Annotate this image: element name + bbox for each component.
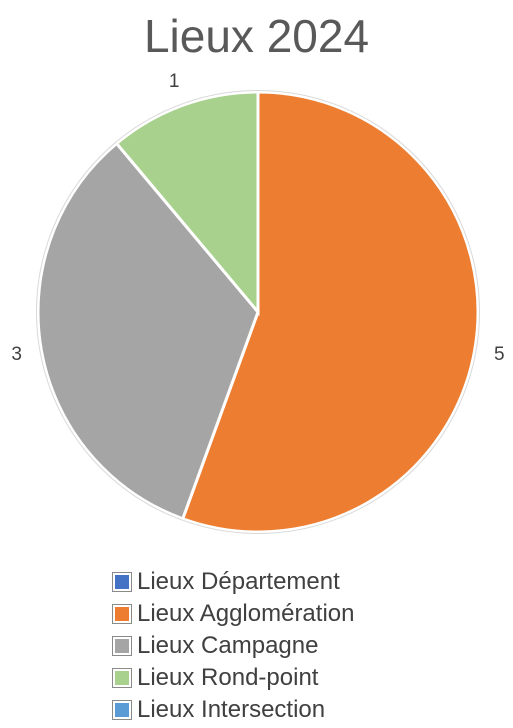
legend-item-lieux-intersection: Lieux Intersection xyxy=(112,694,443,726)
pie-slice-lieux-campagne xyxy=(36,141,260,521)
legend-swatch xyxy=(112,572,132,592)
legend-item-lieux-agglomeration: Lieux Agglomération xyxy=(112,598,443,630)
pie-outline xyxy=(36,90,480,534)
data-label-lieux-agglomeration: 5 xyxy=(493,343,505,365)
legend-swatch xyxy=(112,636,132,656)
legend-label: Lieux Campagne xyxy=(137,632,319,659)
legend-swatch xyxy=(112,668,132,688)
chart-legend: Lieux Département Lieux Agglomération Lieu… xyxy=(112,566,443,726)
data-label-lieux-rond-point: 1 xyxy=(168,70,180,92)
legend-swatch xyxy=(112,700,132,720)
legend-swatch xyxy=(112,604,132,624)
legend-label: Lieux Département xyxy=(137,568,340,595)
pie-slice-lieux-rond-point xyxy=(114,90,260,317)
legend-label: Lieux Intersection xyxy=(137,696,326,723)
pie-slice-lieux-agglomeration xyxy=(180,90,480,534)
legend-item-lieux-departement: Lieux Département xyxy=(112,566,443,598)
legend-label: Lieux Rond-point xyxy=(137,664,319,691)
legend-item-lieux-rond-point: Lieux Rond-point xyxy=(112,662,443,694)
legend-item-lieux-campagne: Lieux Campagne xyxy=(112,630,443,662)
legend-label: Lieux Agglomération xyxy=(137,600,355,627)
data-label-lieux-campagne: 3 xyxy=(11,343,23,365)
chart-title: Lieux 2024 xyxy=(143,10,370,62)
